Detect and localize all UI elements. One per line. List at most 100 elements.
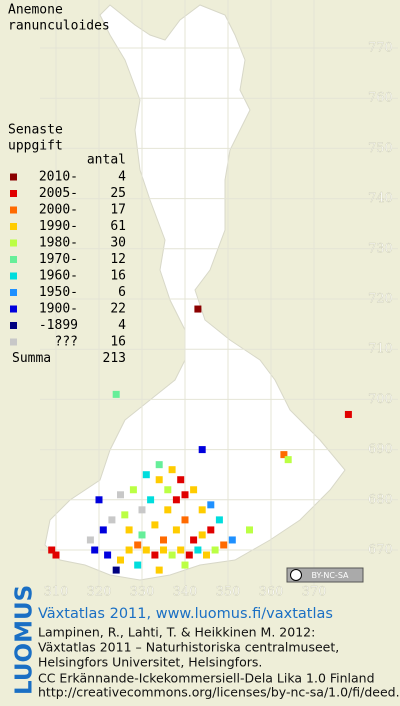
occurrence-square <box>138 531 146 539</box>
occurrence-square <box>185 551 193 559</box>
occurrence-square <box>172 496 180 504</box>
cc-badge: BY-NC-SA <box>286 567 364 583</box>
occurrence-square <box>52 551 60 559</box>
occurrence-square <box>48 546 56 554</box>
occurrence-square <box>181 561 189 569</box>
occurrence-square <box>181 491 189 499</box>
occurrence-square <box>190 536 198 544</box>
legend-total-label: Summa <box>12 351 51 366</box>
legend-swatch <box>10 322 17 329</box>
y-tick-label: 750 <box>368 141 393 156</box>
occurrence-square <box>99 526 107 534</box>
occurrence-square <box>151 551 159 559</box>
legend-label: 1960- <box>39 269 78 284</box>
legend-count: 16 <box>110 269 126 284</box>
occurrence-square <box>121 511 129 519</box>
x-tick-label: 330 <box>130 585 155 600</box>
badge-text: BY-NC-SA <box>311 571 349 580</box>
legend-swatch <box>10 239 17 247</box>
occurrence-square <box>138 506 146 514</box>
legend-label: 1990- <box>39 219 78 234</box>
y-tick-label: 670 <box>368 543 393 558</box>
occurrence-square <box>112 390 120 398</box>
legend-label: 1950- <box>39 285 78 300</box>
legend-title: uppgift <box>8 139 63 154</box>
occurrence-square <box>125 526 133 534</box>
legend-count: 4 <box>118 318 126 333</box>
occurrence-square <box>284 456 292 464</box>
occurrence-square <box>246 526 253 534</box>
legend-total: 213 <box>103 351 126 366</box>
license-line: http://creativecommons.org/licenses/by-n… <box>38 685 400 700</box>
legend-swatch <box>10 289 17 296</box>
y-tick-label: 740 <box>368 191 393 206</box>
y-tick-label: 700 <box>368 392 393 407</box>
occurrence-square <box>117 491 124 499</box>
occurrence-square <box>207 526 215 534</box>
finland-outline <box>44 4 346 581</box>
occurrence-square <box>86 536 94 544</box>
occurrence-square <box>172 526 180 534</box>
x-tick-label: 370 <box>302 585 327 600</box>
citation-line: Växtatlas 2011 – Naturhistoriska central… <box>38 640 339 655</box>
occurrence-square <box>207 501 215 509</box>
legend-count: 12 <box>110 252 126 267</box>
occurrence-square <box>91 546 99 554</box>
occurrence-square <box>160 536 167 544</box>
citation-line: Lampinen, R., Lahti, T. & Heikkinen M. 2… <box>38 625 315 640</box>
occurrence-square <box>194 546 202 554</box>
occurrence-square <box>198 446 206 454</box>
y-tick-label: 680 <box>368 492 393 507</box>
legend-label: 2005- <box>39 186 78 201</box>
legend-label: -1899 <box>39 318 78 333</box>
legend-label: 1970- <box>39 252 78 267</box>
occurrence-square <box>142 546 150 554</box>
x-tick-label: 360 <box>259 585 284 600</box>
legend-count: 4 <box>118 170 126 185</box>
species-genus: Anemone <box>8 3 63 18</box>
legend-count: 61 <box>110 219 126 234</box>
occurrence-square <box>168 466 176 474</box>
legend-swatch <box>10 305 17 313</box>
x-tick-label: 350 <box>216 585 241 600</box>
occurrence-square <box>142 471 150 479</box>
occurrence-square <box>164 506 172 514</box>
occurrence-square <box>151 521 159 529</box>
legend-count: 25 <box>110 186 126 201</box>
legend-swatch <box>10 173 17 181</box>
legend-title: Senaste <box>8 123 63 138</box>
x-tick-label: 340 <box>173 585 198 600</box>
legend-swatch <box>10 272 17 280</box>
occurrence-square <box>125 546 133 554</box>
badge-icon <box>290 569 302 581</box>
legend-swatch <box>10 223 17 230</box>
legend-count-header: antal <box>87 153 126 168</box>
logo: LUOMUS <box>12 585 38 695</box>
x-tick-label: 310 <box>44 585 69 600</box>
license-line: CC Erkännande-Ickekommersiell-Dela Lika … <box>38 671 375 686</box>
occurrence-square <box>177 546 185 554</box>
occurrence-square <box>129 486 137 494</box>
legend-label: ??? <box>55 335 78 350</box>
occurrence-square <box>168 551 176 559</box>
legend-count: 30 <box>110 236 126 251</box>
occurrence-square <box>155 461 163 469</box>
credit-heading: Växtatlas 2011, www.luomus.fi/vaxtatlas <box>38 606 333 622</box>
legend-count: 17 <box>110 203 126 218</box>
occurrence-square <box>220 541 228 549</box>
y-tick-label: 710 <box>368 342 393 357</box>
occurrence-square <box>190 486 198 494</box>
y-tick-label: 770 <box>368 41 393 56</box>
occurrence-square <box>95 496 103 504</box>
occurrence-square <box>181 516 189 524</box>
species-epithet: ranunculoides <box>8 19 110 34</box>
citation-line: Helsingfors Universitet, Helsingfors. <box>38 655 262 670</box>
occurrence-square <box>203 551 210 559</box>
occurrence-square <box>108 516 116 524</box>
occurrence-square <box>112 566 120 574</box>
y-tick-label: 690 <box>368 442 393 457</box>
legend-count: 22 <box>110 302 126 317</box>
legend-swatch <box>10 338 17 346</box>
